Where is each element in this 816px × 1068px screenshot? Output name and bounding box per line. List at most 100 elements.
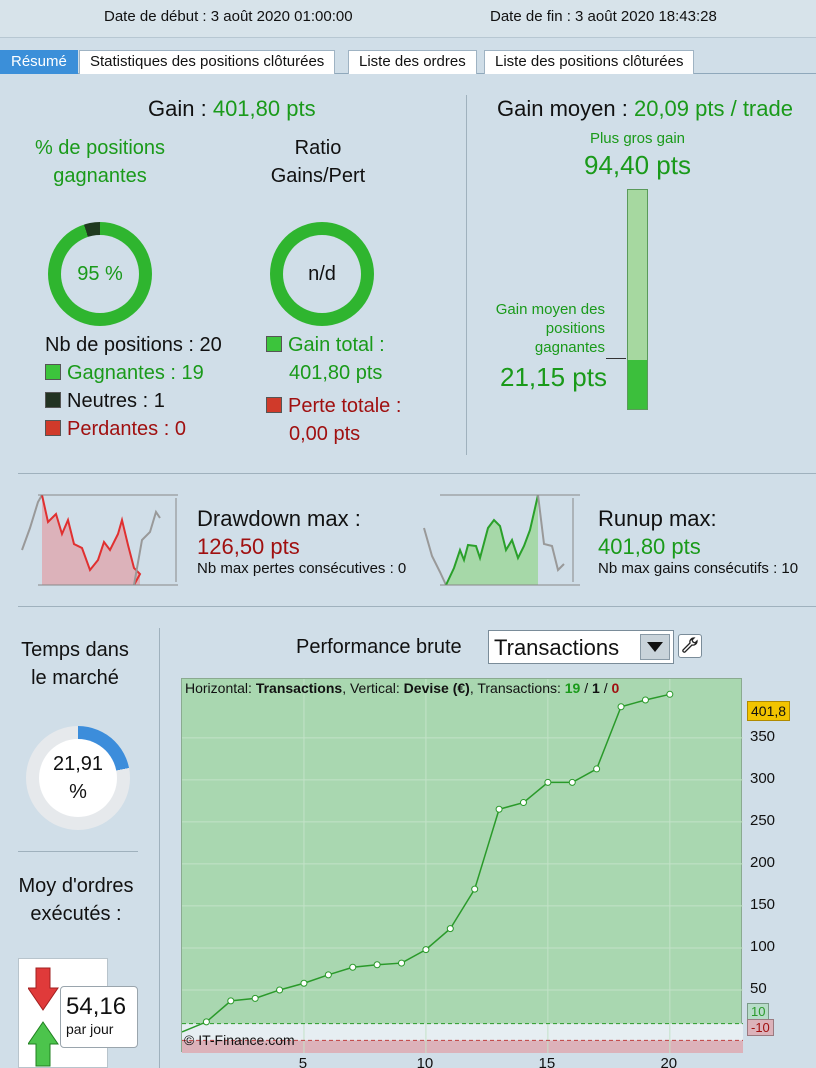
red-square-icon [45,420,61,436]
x-tick-label: 10 [416,1055,434,1068]
tab-statistiques[interactable]: Statistiques des positions clôturées [79,50,336,74]
gain-moyen-pos-label: Gain moyen des positions gagnantes [495,301,605,356]
info-t-loss: 0 [611,680,620,696]
green-square-icon [45,364,61,380]
ratio-title: Ratio Gains/Pert [270,137,366,187]
nb-positions: Nb de positions : 20 [45,334,222,356]
gain-title: Gain : 401,80 pts [148,96,316,122]
gain-gauge [627,189,648,410]
data-point [544,778,552,786]
gain-moyen-value: 20,09 pts / trade [633,96,793,121]
data-point [300,979,308,987]
pct-win-title: % de positions gagnantes [34,137,166,187]
neutral-band [182,1023,743,1041]
chevron-down-icon[interactable] [640,634,670,660]
upper-band-label: 10 [747,1003,770,1020]
drawdown-sparkline [21,494,178,586]
ordres-title: Moy d'ordres exécutés : [18,875,134,925]
gain-moyen-label: Gain moyen : [497,96,628,121]
gauge-pointer [606,358,626,359]
drawdown-value: 126,50 pts [197,534,300,559]
data-point [398,959,406,967]
performance-select[interactable]: Transactions [488,630,674,664]
y-tick-label: 250 [750,811,776,829]
drawdown-sub: Nb max pertes consécutives : 0 [197,560,407,577]
y-tick-label: 150 [750,895,776,913]
drawdown-title: Drawdown max : [197,506,361,531]
ordres-value: 54,16 [66,993,127,1020]
x-tick-label: 15 [538,1055,556,1068]
ratio-value: n/d [283,235,361,313]
runup-value: 401,80 pts [598,534,701,559]
temps-title: Temps dans le marché [21,639,129,689]
perte-totale-row: Perte totale : [266,395,401,418]
data-point [422,946,430,954]
perdantes-label: Perdantes : 0 [67,418,186,440]
pct-win-value: 95 % [61,235,139,313]
lower-band-label: -10 [747,1019,774,1036]
data-point [227,997,235,1005]
data-point [617,703,625,711]
info-h-label: Horizontal: [185,680,252,696]
y-tick-label: 100 [750,937,776,955]
performance-chart [182,679,743,1053]
divider [18,606,816,607]
data-point [324,971,332,979]
runup-sub: Nb max gains consécutifs : 10 [598,560,799,577]
data-point [446,925,454,933]
green-square-icon [266,336,282,352]
info-h-value: Transactions [255,680,343,696]
gagnantes-label: Gagnantes : 19 [67,362,204,384]
tab-liste-ordres[interactable]: Liste des ordres [348,50,477,74]
data-point [666,690,674,698]
gain-moyen-title: Gain moyen : 20,09 pts / trade [497,96,793,122]
neutres-row: Neutres : 1 [45,390,165,413]
info-t-win: 19 [564,680,581,696]
divider [159,628,160,1068]
performance-title: Performance brute [296,636,462,658]
data-point [471,885,479,893]
info-t-neutral: 1 [592,680,600,696]
perte-totale-value: 0,00 pts [289,423,361,445]
gain-total-value: 401,80 pts [289,362,383,384]
y-tick-label: 300 [750,769,776,787]
performance-chart-area [181,678,743,1053]
tab-liste-positions[interactable]: Liste des positions clôturées [484,50,695,74]
wrench-icon[interactable] [678,634,702,658]
performance-select-value: Transactions [494,635,620,660]
x-tick-label: 5 [298,1055,308,1068]
perdantes-row: Perdantes : 0 [45,418,186,441]
temps-value: 21,91 % [39,739,117,817]
neutres-label: Neutres : 1 [67,390,165,412]
gain-value: 401,80 pts [212,96,316,121]
data-point [373,961,381,969]
pct-win-donut: 95 % [48,222,152,326]
temps-donut: 21,91 % [26,726,130,830]
info-v-value: Devise (€) [403,680,470,696]
data-point [568,778,576,786]
start-date: Date de début : 3 août 2020 01:00:00 [104,8,353,25]
y-tick-label: 200 [750,853,776,871]
runup-title: Runup max: [598,506,717,531]
last-value-label: 401,8 [747,701,791,721]
info-sep: / [599,680,612,696]
x-tick-label: 20 [660,1055,678,1068]
data-point [349,963,357,971]
copyright: © IT-Finance.com [184,1032,295,1048]
info-sep: / [580,680,593,696]
y-tick-label: 50 [750,979,767,997]
data-point [251,994,259,1002]
runup-sparkline [423,494,580,586]
red-square-icon [266,397,282,413]
data-point [593,765,601,773]
plus-gros-value: 94,40 pts [584,150,691,180]
tab-resume[interactable]: Résumé [0,50,78,74]
data-point [519,799,527,807]
info-v-label: , Vertical: [342,680,400,696]
gain-total-label: Gain total : [288,334,385,356]
gagnantes-row: Gagnantes : 19 [45,362,204,385]
date-header: Date de début : 3 août 2020 01:00:00 Dat… [0,0,816,38]
ordres-unit: par jour [66,1021,114,1037]
info-t-label: , Transactions: [469,680,561,696]
ratio-donut: n/d [270,222,374,326]
